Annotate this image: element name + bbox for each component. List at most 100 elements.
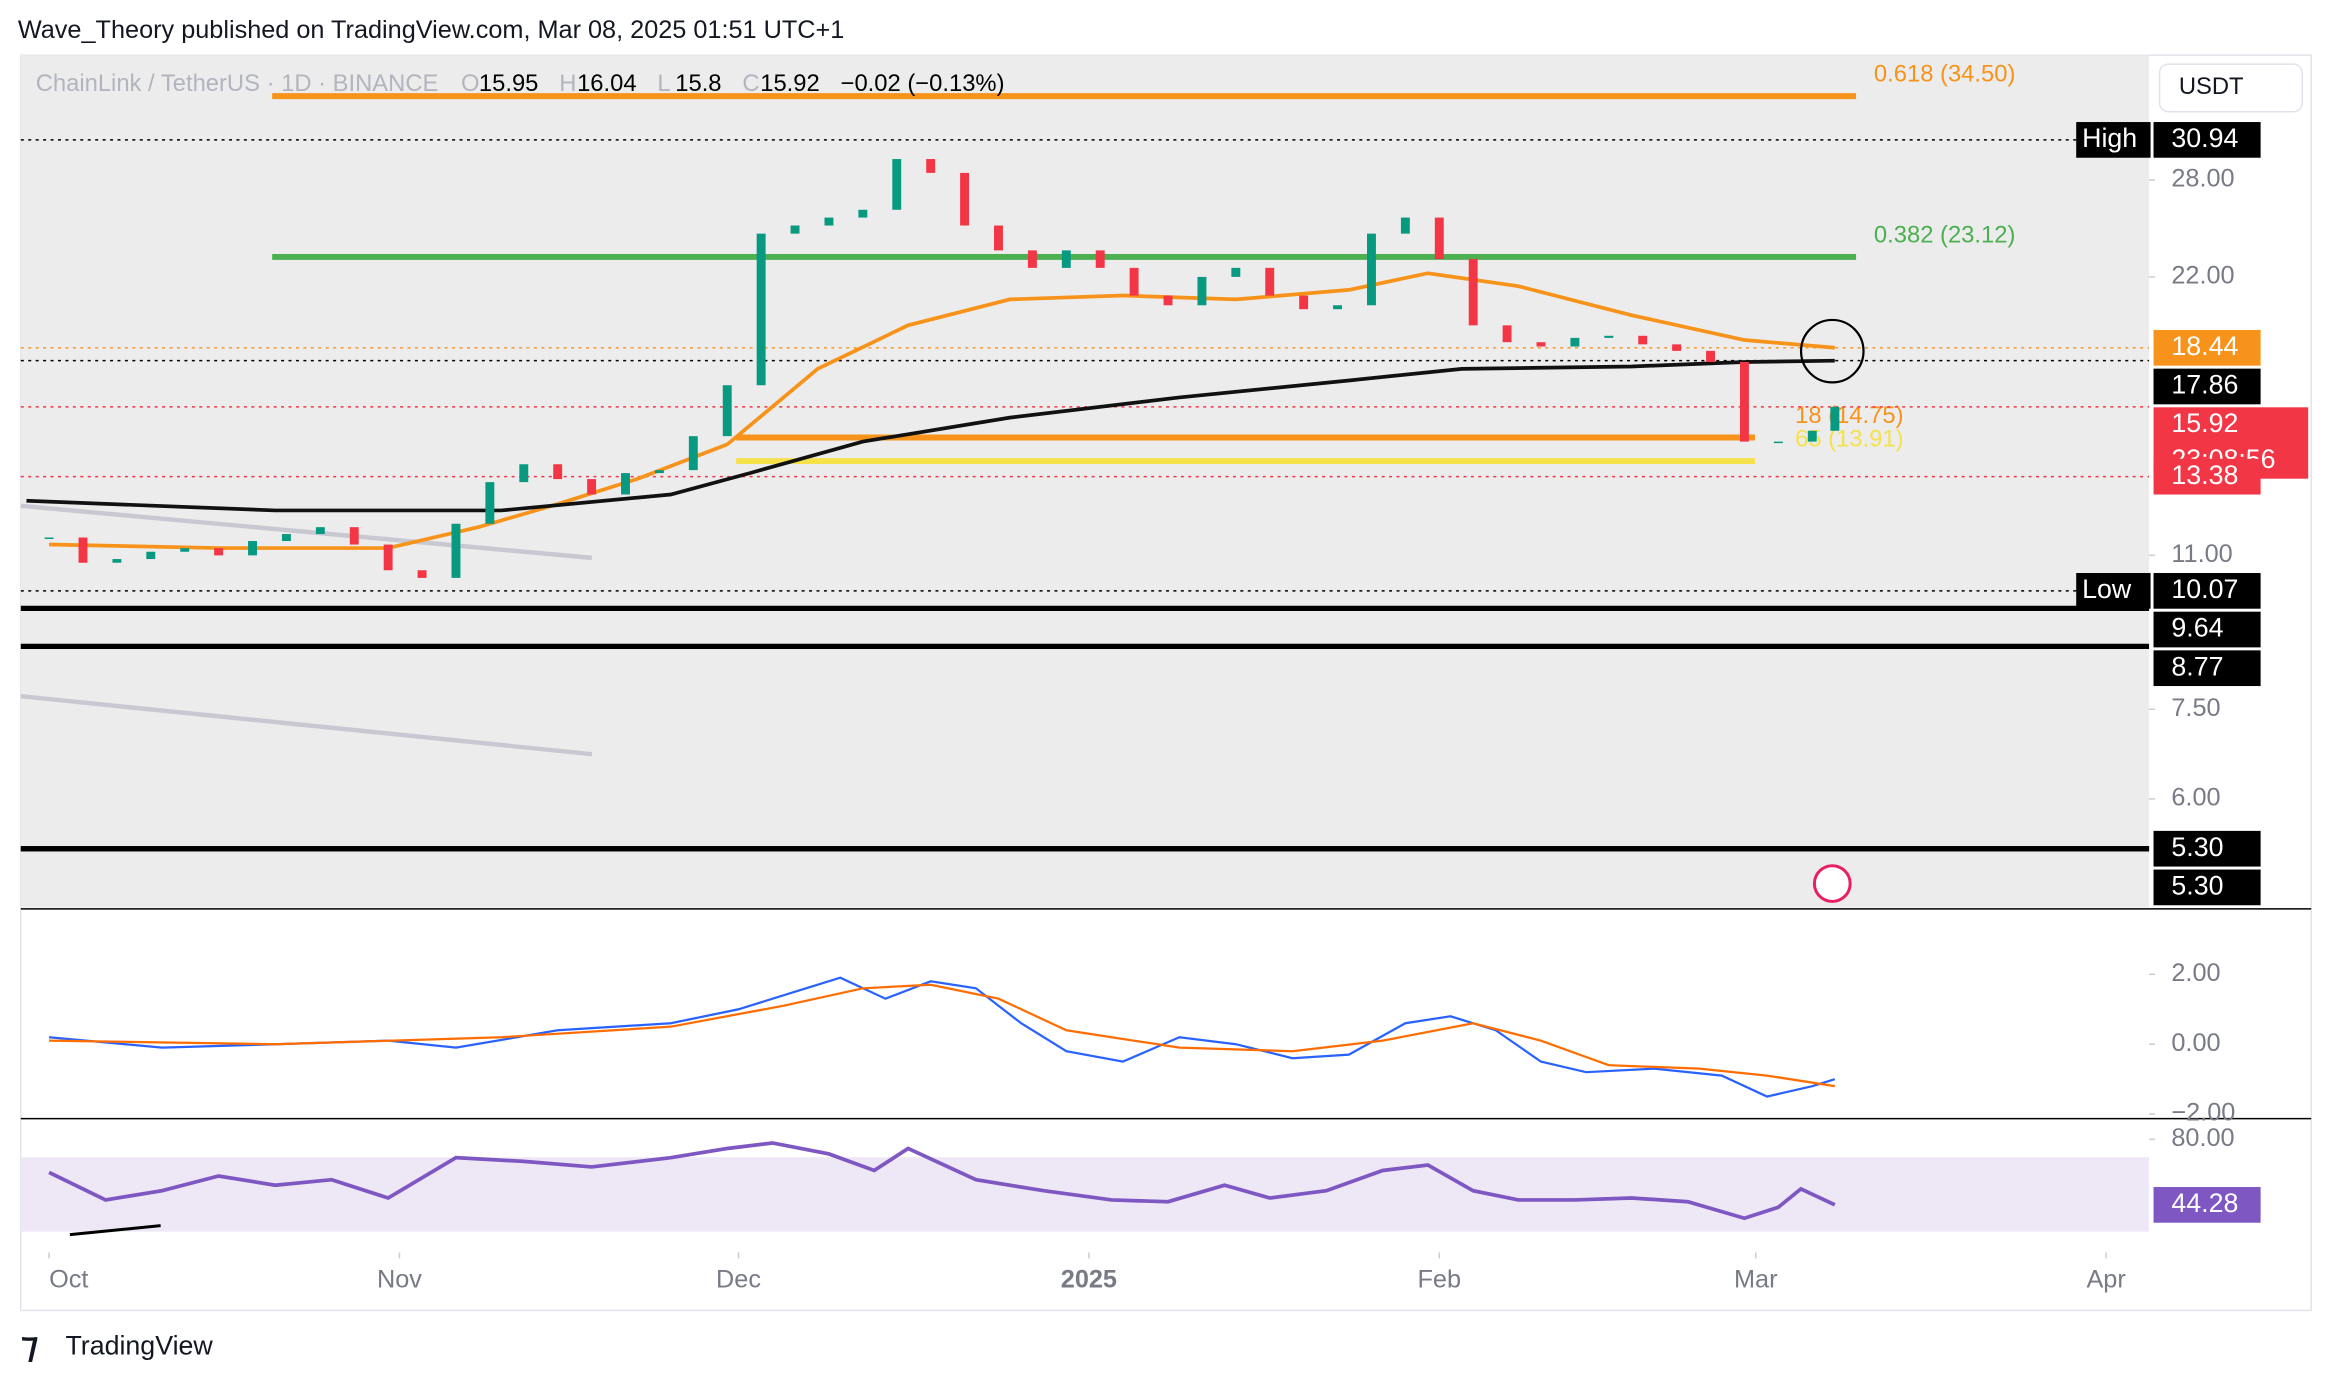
candle <box>1604 335 1614 338</box>
price-label: 18.44 <box>2171 331 2238 361</box>
y-tick-label: 0.00 <box>2171 1029 2220 1057</box>
price-label-box <box>2153 650 2261 687</box>
ohlc-key: H <box>559 70 576 97</box>
y-tick-label: 22.00 <box>2171 262 2234 290</box>
ohlc-value: 15.8 <box>675 70 721 97</box>
candle <box>1773 441 1783 444</box>
logo-mark: ⁊ <box>21 1325 39 1365</box>
y-tick-label: 11.00 <box>2171 540 2232 568</box>
trend-line <box>20 693 593 757</box>
candle <box>892 159 902 210</box>
price-pane <box>20 55 2150 908</box>
candle <box>1367 233 1376 306</box>
byline: Wave_Theory published on TradingView.com… <box>18 16 845 44</box>
fib-label: 0.618 (34.50) <box>1874 61 2015 88</box>
price-label: 30.94 <box>2171 123 2238 153</box>
y-tick-label: 7.50 <box>2171 694 2220 722</box>
candle <box>722 385 732 437</box>
price-label-box <box>2153 329 2261 366</box>
trend-line <box>20 503 593 561</box>
price-label-box <box>2153 611 2261 648</box>
candle <box>824 217 834 226</box>
x-tick-label: Oct <box>49 1265 88 1293</box>
candle <box>383 544 393 571</box>
price-label-box <box>2153 122 2261 158</box>
ohlc-key: C <box>742 70 759 97</box>
ohlc-value: 15.95 <box>479 70 539 97</box>
candle <box>688 436 698 471</box>
ohlc-key: L <box>657 70 670 97</box>
candle <box>1027 250 1037 268</box>
candle <box>1739 362 1749 442</box>
tag-box <box>2076 573 2151 609</box>
tag: Low <box>2082 574 2132 604</box>
divergence-line <box>69 1224 161 1237</box>
candle <box>553 464 563 480</box>
price-label: 5.30 <box>2171 832 2223 862</box>
x-tick-label: 2025 <box>1061 1265 1117 1293</box>
highlight-circle <box>1799 318 1865 384</box>
candle <box>1061 250 1071 268</box>
symbol-title: ChainLink / TetherUS · 1D · BINANCE <box>36 70 439 97</box>
fib-label: 0.382 (23.12) <box>1874 221 2015 248</box>
candle <box>1231 267 1241 277</box>
candle <box>1536 342 1546 347</box>
price-label: 17.86 <box>2171 370 2238 400</box>
candle <box>960 172 970 226</box>
candle <box>994 225 1003 251</box>
logo: TradingView <box>65 1331 213 1361</box>
change: −0.02 (−0.13%) <box>841 70 1005 97</box>
candle <box>1299 295 1309 310</box>
moving-average <box>49 271 1835 550</box>
price-label-box <box>2153 368 2261 405</box>
price-label-box <box>2153 830 2261 867</box>
candle <box>790 225 800 234</box>
candle <box>1502 325 1512 343</box>
candle <box>756 233 766 386</box>
rsi-label: 44.28 <box>2171 1188 2238 1218</box>
price-label: 10.07 <box>2171 574 2238 604</box>
y-tick-label: 28.00 <box>2171 165 2234 193</box>
candle <box>1129 267 1139 296</box>
price-label-box <box>2153 869 2261 906</box>
currency-button[interactable] <box>2158 63 2303 113</box>
candle <box>180 548 190 552</box>
price-label: 15.92 <box>2171 408 2238 438</box>
candle <box>519 464 529 483</box>
macd-line <box>48 976 1836 1098</box>
moving-average <box>26 358 1835 513</box>
event-icon[interactable] <box>1812 864 1852 903</box>
candle <box>44 537 54 540</box>
currency[interactable]: USDT <box>2179 73 2244 100</box>
y-tick-label: 2.00 <box>2171 959 2220 987</box>
x-tick-label: Nov <box>377 1265 422 1293</box>
candle <box>1638 335 1648 345</box>
candle <box>315 527 325 535</box>
candle <box>112 559 122 563</box>
price-label-box <box>2153 458 2261 495</box>
candle <box>858 209 868 218</box>
candle <box>621 473 630 495</box>
candle <box>1265 267 1275 296</box>
ohlc-key: O <box>461 70 480 97</box>
candle <box>1807 430 1817 442</box>
candle <box>485 482 495 524</box>
candle <box>451 523 461 578</box>
price-label: 8.77 <box>2171 651 2223 681</box>
price-label: 5.30 <box>2171 870 2223 900</box>
candle <box>78 537 88 563</box>
x-tick-label: Feb <box>1418 1265 1462 1293</box>
rsi-label-box <box>2153 1187 2261 1223</box>
y-tick-label: 80.00 <box>2171 1124 2234 1152</box>
candle <box>214 548 224 556</box>
ohlc-value: 16.04 <box>577 70 637 97</box>
y-tick-label: 6.00 <box>2171 784 2220 812</box>
price-label-box <box>2153 573 2261 609</box>
x-tick-label: Mar <box>1734 1265 1778 1293</box>
candle <box>417 570 427 578</box>
candle <box>654 470 664 474</box>
tag: High <box>2082 123 2137 153</box>
candle <box>1434 217 1444 260</box>
